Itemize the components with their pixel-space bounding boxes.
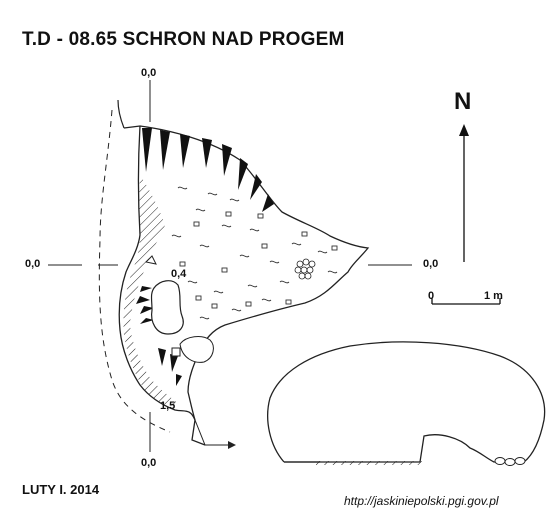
map-title: T.D - 08.65 SCHRON NAD PROGEM [22, 29, 345, 50]
pebble-cluster [294, 258, 316, 280]
cross-section [267, 341, 546, 466]
elevation-left: 0,0 [25, 258, 41, 270]
elevation-right: 0,0 [423, 258, 439, 270]
boulders [144, 255, 214, 363]
scale-end-label: 1 m [484, 290, 503, 302]
elevation-inner-point: 0,4 [171, 268, 187, 280]
north-label: N [454, 88, 472, 115]
rubble-symbols [171, 186, 338, 320]
ledge-triangles [136, 128, 274, 386]
elevation-top: 0,0 [141, 67, 157, 79]
datum-lines [48, 80, 412, 452]
elevation-bottom: 0,0 [141, 457, 157, 469]
scale-bar [431, 298, 501, 305]
scale-start-label: 0 [428, 290, 435, 302]
inner-chamber [150, 280, 184, 335]
survey-date: LUTY I. 2014 [22, 482, 100, 497]
hatched-area [123, 175, 180, 406]
source-url: http://jaskiniepolski.pgi.gov.pl [344, 494, 499, 508]
outflow-arrow [194, 419, 228, 446]
north-arrow [459, 124, 469, 262]
cave-left-wall [118, 125, 196, 421]
elevation-lower-point: 1,5 [160, 400, 176, 412]
